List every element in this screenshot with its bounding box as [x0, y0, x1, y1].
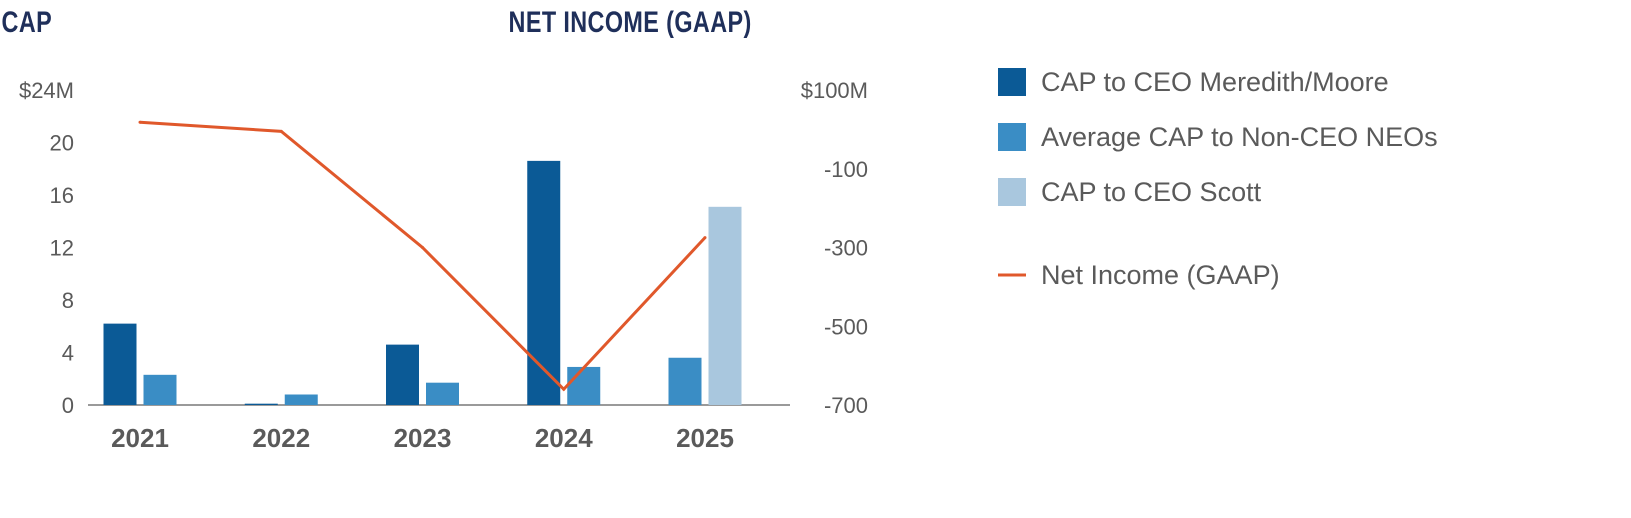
legend-label: CAP to CEO Scott [1041, 177, 1262, 207]
net-income-point-2021 [138, 120, 142, 124]
left-tick-label: 0 [62, 393, 74, 418]
x-tick-label: 2024 [535, 423, 593, 453]
net-income-point-2024 [562, 387, 566, 391]
right-tick-label: $100M [801, 78, 868, 103]
bar-cap-to-ceo-meredith-moore-2022 [244, 403, 278, 405]
legend-swatch [998, 178, 1026, 206]
bar-cap-to-ceo-meredith-moore-2023 [386, 344, 419, 405]
right-axis-title: NET INCOME (GAAP) [509, 5, 752, 38]
left-tick-label: 4 [62, 341, 74, 366]
x-tick-label: 2022 [252, 423, 310, 453]
right-tick-label: -300 [824, 236, 868, 261]
left-tick-label: $24M [19, 78, 74, 103]
x-tick-label: 2023 [394, 423, 452, 453]
net-income-point-2022 [279, 129, 283, 133]
right-tick-label: -100 [824, 157, 868, 182]
right-tick-label: -500 [824, 314, 868, 339]
x-axis-ticks: 2021 2022 2023 2024 2025 [111, 423, 734, 453]
bar-cap-to-ceo-meredith-moore-2021 [103, 323, 137, 405]
net-income-line-layer [138, 120, 707, 392]
bar-average-cap-to-non-ceo-neos-2021 [143, 374, 177, 405]
left-tick-label: 20 [50, 131, 74, 156]
x-tick-label: 2021 [111, 423, 169, 453]
legend-label: CAP to CEO Meredith/Moore [1041, 67, 1389, 97]
bar-average-cap-to-non-ceo-neos-2023 [426, 382, 459, 405]
bars [103, 160, 742, 405]
net-income-line [139, 120, 707, 392]
right-tick-label: -700 [824, 393, 868, 418]
left-axis-ticks: 0 4 8 12 16 20 $24M [19, 78, 74, 418]
bar-average-cap-to-non-ceo-neos-2022 [284, 394, 318, 405]
right-axis-ticks: -700 -500 -300 -100 $100M [801, 78, 868, 418]
net-income-point-2025 [703, 236, 707, 240]
legend: CAP to CEO Meredith/Moore Average CAP to … [998, 67, 1438, 290]
left-tick-label: 8 [62, 288, 74, 313]
legend-swatch [998, 68, 1026, 96]
left-tick-label: 12 [50, 236, 74, 261]
legend-label: Net Income (GAAP) [1041, 260, 1280, 290]
x-tick-label: 2025 [676, 423, 734, 453]
legend-label: Average CAP to Non-CEO NEOs [1041, 122, 1438, 152]
legend-swatch [998, 123, 1026, 151]
left-tick-label: 16 [50, 183, 74, 208]
bar-cap-to-ceo-meredith-moore-2024 [527, 160, 561, 405]
bar-average-cap-to-non-ceo-neos-2025 [668, 357, 702, 405]
left-axis-title: CAP [2, 5, 53, 38]
bar-average-cap-to-non-ceo-neos-2024 [567, 366, 601, 405]
bar-cap-to-ceo-scott-2025 [708, 206, 742, 405]
net-income-point-2023 [421, 246, 424, 249]
